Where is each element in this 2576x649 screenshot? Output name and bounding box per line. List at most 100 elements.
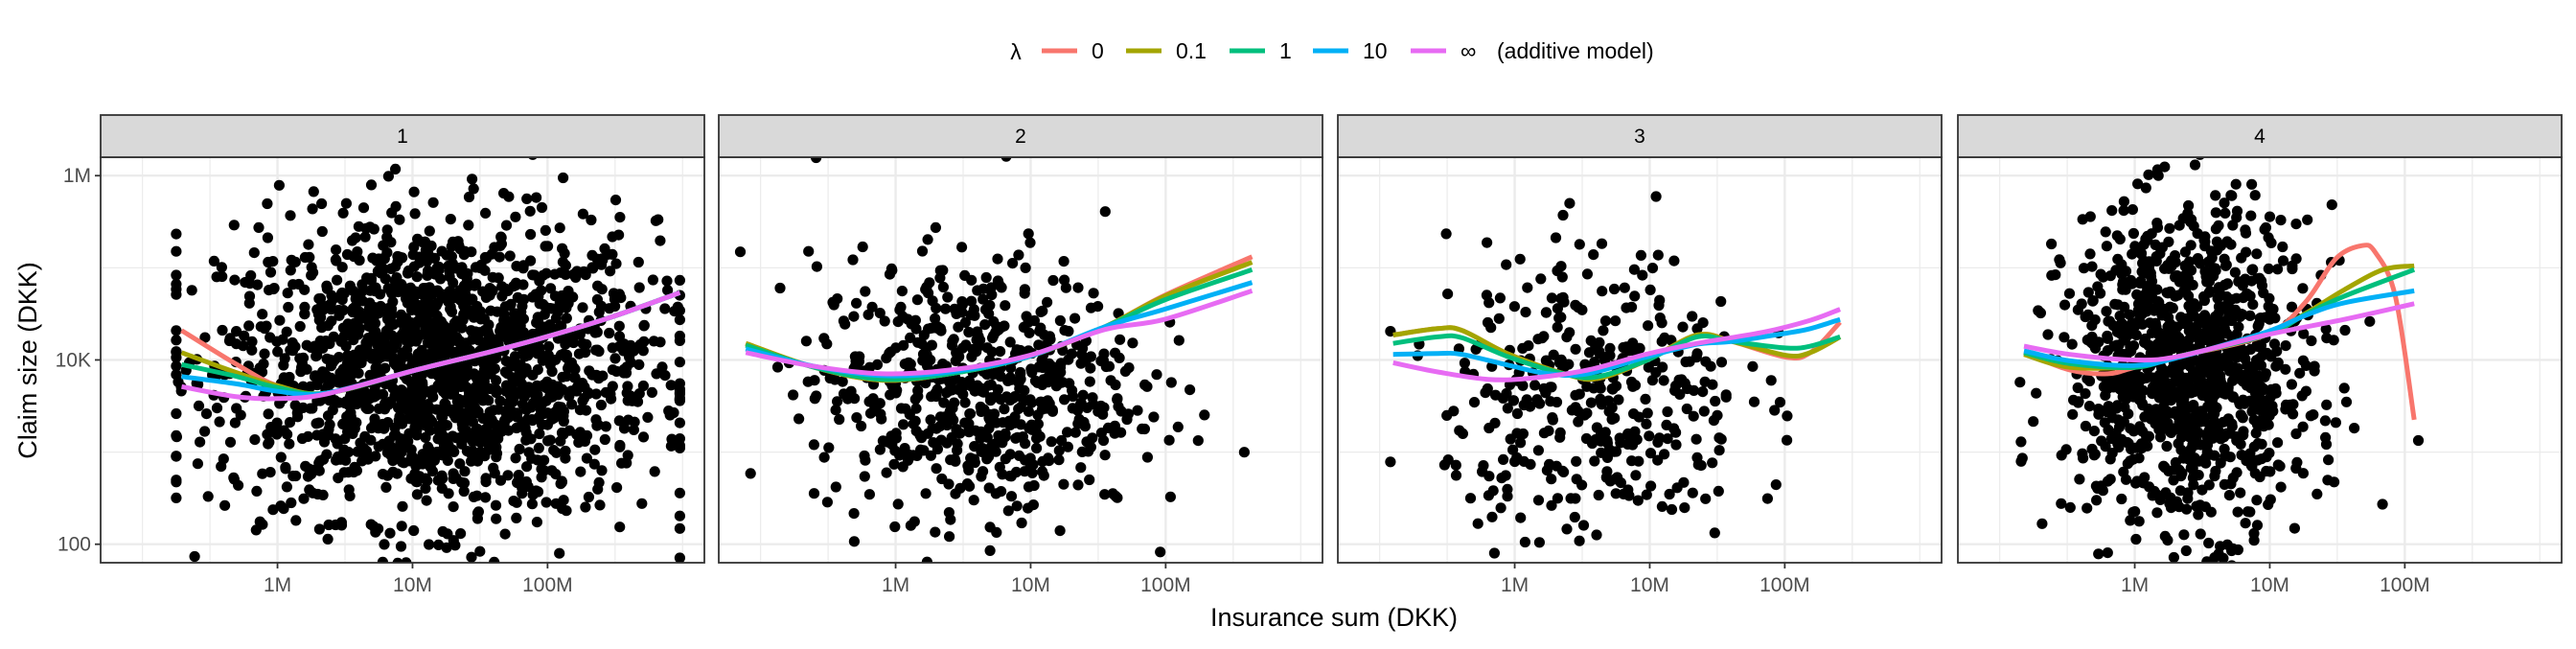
scatter-point [879, 315, 890, 327]
scatter-point [346, 357, 357, 368]
scatter-point [659, 303, 671, 314]
scatter-point [2202, 426, 2215, 438]
scatter-point [440, 403, 452, 414]
scatter-point [448, 408, 460, 420]
scatter-point [611, 482, 623, 494]
scatter-point [246, 344, 258, 356]
scatter-point [2186, 424, 2197, 435]
scatter-point [1013, 249, 1024, 261]
scatter-point [2136, 309, 2148, 320]
scatter-point [420, 431, 431, 443]
scatter-point [459, 245, 471, 257]
scatter-point [937, 281, 950, 293]
scatter-point [923, 288, 934, 299]
scatter-point [581, 338, 592, 350]
scatter-point [930, 387, 941, 399]
y-tick-label: 1M [63, 165, 91, 187]
scatter-point [1580, 432, 1593, 445]
scatter-point [2203, 537, 2215, 549]
scatter-point [987, 332, 999, 344]
scatter-point [2174, 501, 2185, 513]
scatter-point [2128, 227, 2139, 240]
scatter-point [2219, 197, 2230, 209]
scatter-point [1643, 320, 1654, 332]
scatter-point [1031, 442, 1043, 454]
scatter-point [354, 313, 365, 324]
scatter-point [1515, 437, 1527, 449]
facet-strip-label: 1 [397, 126, 408, 148]
scatter-point [526, 414, 538, 426]
scatter-point [494, 251, 505, 263]
facet-panels: 1 1M 10M 100M 100 10K 1M 2 1M 10M 100M 3 1M 10M 100M 4 1… [56, 114, 2563, 596]
scatter-point [1621, 302, 1632, 313]
scatter-point [554, 547, 565, 559]
scatter-point [1058, 256, 1070, 267]
scatter-point [2125, 423, 2136, 434]
scatter-point [171, 325, 182, 336]
scatter-point [2214, 286, 2225, 297]
scatter-point [997, 437, 1008, 449]
scatter-point [493, 272, 504, 284]
scatter-point [2214, 314, 2225, 326]
scatter-point [239, 330, 250, 341]
scatter-point [448, 501, 459, 513]
scatter-point [2320, 431, 2332, 443]
scatter-point [1482, 237, 1493, 248]
scatter-point [527, 489, 539, 500]
scatter-point [2288, 408, 2299, 420]
scatter-point [542, 241, 554, 252]
scatter-point [271, 429, 283, 440]
scatter-point [925, 450, 937, 461]
scatter-point [436, 245, 448, 257]
scatter-point [1687, 487, 1698, 498]
scatter-point [2063, 288, 2076, 299]
scatter-point [2272, 357, 2284, 368]
scatter-point [2249, 190, 2261, 201]
scatter-point [2232, 362, 2243, 374]
smooth-lines [1392, 307, 1842, 382]
scatter-point [1610, 315, 1622, 327]
scatter-point [349, 461, 360, 473]
scatter-point [996, 321, 1007, 333]
scatter-point [171, 492, 182, 504]
scatter-point [1000, 300, 1011, 312]
scatter-point [471, 278, 482, 290]
scatter-point [1487, 485, 1499, 497]
scatter-point [2207, 266, 2219, 277]
scatter-point [1486, 511, 1498, 522]
scatter-point [2294, 367, 2306, 379]
scatter-point [1676, 374, 1688, 385]
scatter-point [1770, 479, 1782, 491]
scatter-point [397, 252, 408, 264]
scatter-point [2099, 417, 2110, 429]
scatter-point [378, 240, 389, 251]
scatter-point [956, 342, 969, 354]
scatter-point [1601, 466, 1613, 477]
scatter-point [511, 512, 522, 524]
scatter-point [2111, 400, 2123, 411]
scatter-point [262, 429, 273, 440]
scatter-point [2072, 304, 2083, 315]
scatter-point [510, 452, 521, 464]
scatter-point [316, 225, 328, 238]
scatter-point [450, 432, 462, 444]
scatter-point [490, 499, 502, 511]
scatter-point [311, 429, 323, 441]
scatter-point [2015, 436, 2027, 448]
scatter-point [2199, 411, 2211, 423]
scatter-point [1626, 455, 1638, 467]
scatter-point [564, 425, 575, 436]
scatter-point [480, 492, 492, 503]
x-axis-title: Insurance sum (DKK) [1210, 603, 1458, 632]
x-tick-label: 100M [1760, 574, 1810, 596]
scatter-point [390, 163, 402, 174]
scatter-point [2280, 340, 2291, 352]
scatter-point [648, 336, 659, 347]
scatter-point [1017, 393, 1028, 405]
scatter-point [951, 308, 962, 319]
scatter-point [508, 281, 519, 292]
legend-label-suffix: (additive model) [1497, 38, 1654, 63]
scatter-point [285, 210, 296, 221]
scatter-point [171, 431, 182, 443]
scatter-point [513, 475, 524, 486]
